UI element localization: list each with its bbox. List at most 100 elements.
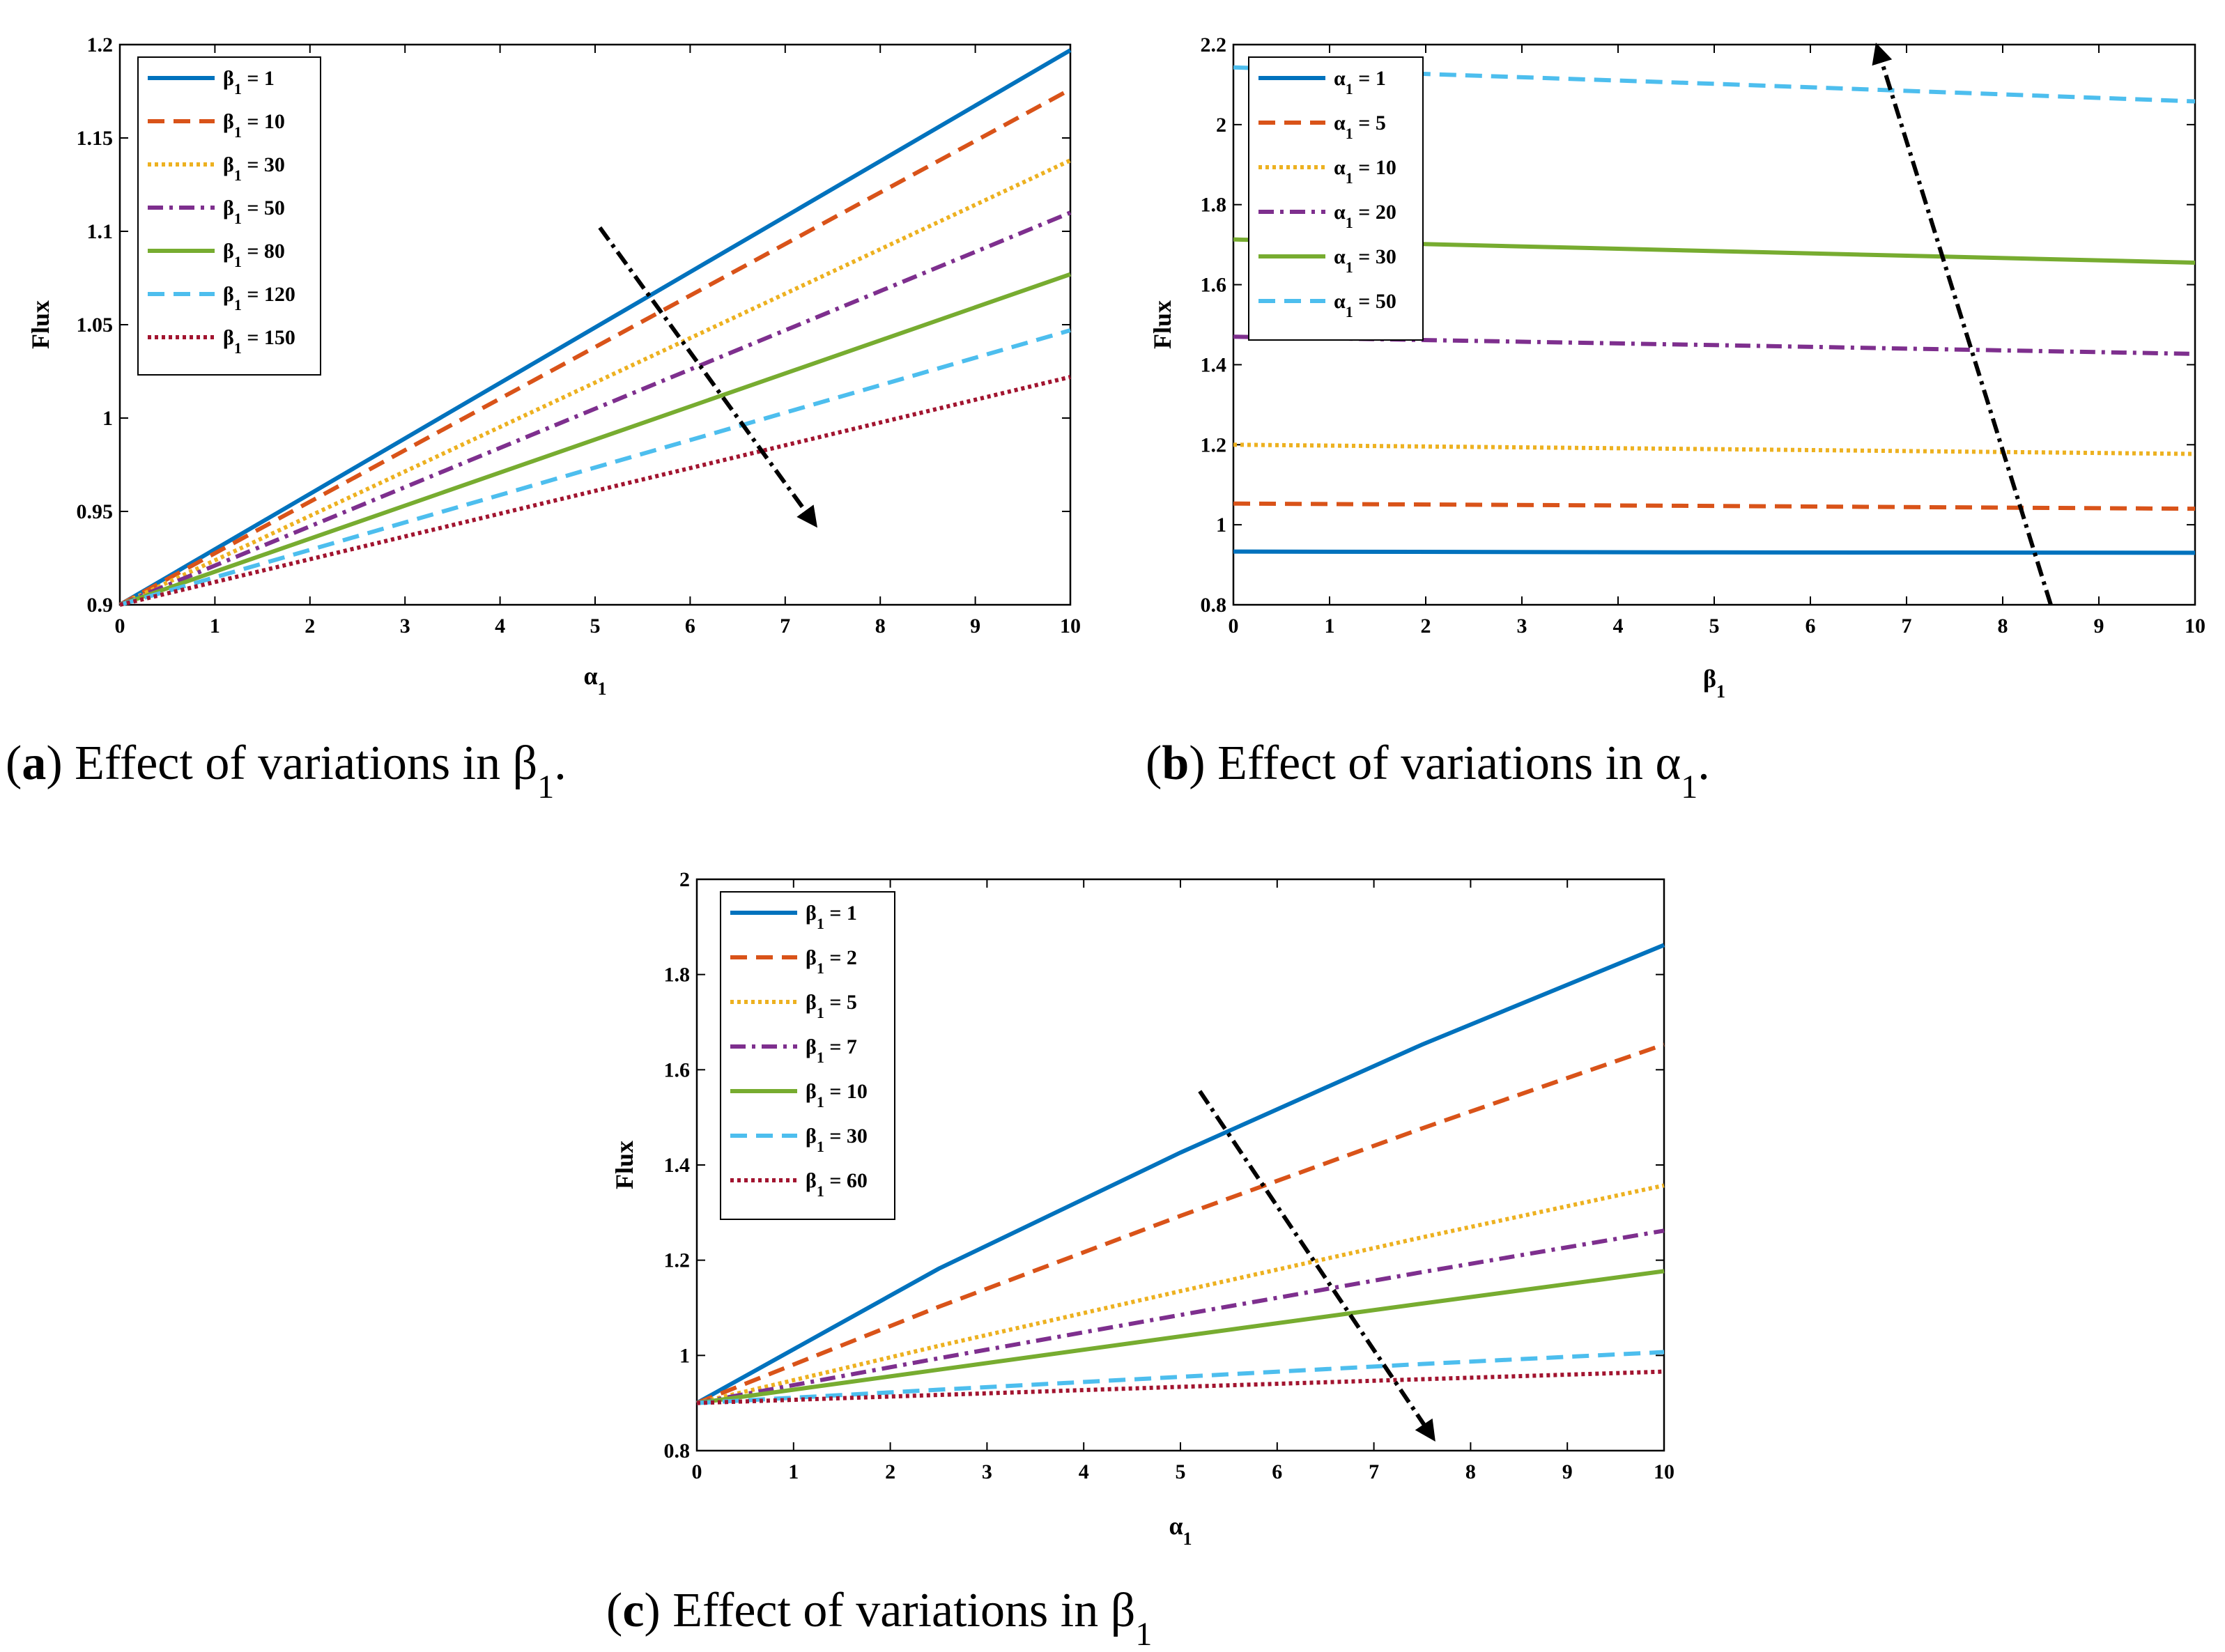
y-tick-label-c: 0.8 (664, 1439, 691, 1462)
x-axis-label-c: α1 (1169, 1512, 1192, 1549)
y-tick-label-c: 1.4 (664, 1154, 691, 1177)
x-tick-label-b: 9 (2094, 615, 2104, 638)
legend-label-b-1: α1 = 1 (1334, 67, 1386, 98)
series-line-a-4 (118, 210, 1072, 607)
series-line-b-2 (1233, 501, 2196, 511)
legend-label-a-2: β1 = 10 (223, 110, 285, 141)
y-axis-label-b: Flux (1148, 300, 1176, 349)
x-tick-label-b: 4 (1613, 615, 1624, 638)
x-axis-label-b: β1 (1703, 665, 1725, 702)
legend-label-b-6: α1 = 50 (1334, 290, 1396, 321)
legend-label-a-1: β1 = 1 (223, 67, 275, 98)
x-axis-label-a: α1 (583, 662, 606, 699)
legend-label-a-6: β1 = 120 (223, 283, 295, 314)
y-tick-label-c: 2 (679, 868, 690, 891)
series-line-a-5 (119, 272, 1071, 607)
y-tick-label-a: 1 (102, 407, 113, 430)
legend-label-a-5: β1 = 80 (223, 240, 285, 270)
series-line-c-4 (696, 1228, 1665, 1405)
x-tick-label-c: 6 (1272, 1460, 1282, 1483)
x-tick-label-a: 6 (685, 615, 695, 638)
y-tick-label-b: 2.2 (1201, 33, 1227, 56)
x-tick-label-c: 10 (1654, 1460, 1674, 1483)
x-tick-label-a: 1 (210, 615, 220, 638)
x-tick-label-b: 6 (1806, 615, 1816, 638)
y-tick-label-b: 1.6 (1201, 274, 1227, 297)
x-tick-label-c: 5 (1176, 1460, 1186, 1483)
caption-b: (b) Effect of variations in α1. (1146, 736, 1710, 805)
legend-label-c-3: β1 = 5 (806, 991, 857, 1021)
legend-label-c-1: β1 = 1 (806, 902, 857, 932)
x-tick-label-a: 7 (780, 615, 790, 638)
legend-box-a (137, 56, 321, 376)
x-tick-label-a: 8 (875, 615, 886, 638)
legend-label-c-6: β1 = 30 (806, 1125, 868, 1155)
legend-a: β1 = 1 β1 = 10 β1 = 30 β1 = 50 β1 = 80 β1 = 1… (137, 56, 321, 376)
series-line-c-2 (695, 1042, 1665, 1405)
x-tick-label-c: 2 (885, 1460, 895, 1483)
caption-c: (c) Effect of variations in β1 (606, 1584, 1152, 1652)
caption-a: (a) Effect of variations in β1. (6, 736, 567, 805)
x-tick-label-b: 5 (1709, 615, 1720, 638)
x-tick-label-b: 7 (1902, 615, 1912, 638)
x-tick-label-c: 8 (1465, 1460, 1476, 1483)
y-tick-label-b: 1.4 (1201, 353, 1227, 376)
legend-c: β1 = 1 β1 = 2 β1 = 5 β1 = 7 β1 = 10 β1 = 30 β1… (720, 891, 895, 1220)
x-tick-label-a: 0 (115, 615, 125, 638)
legend-box-b (1248, 56, 1424, 341)
y-tick-label-b: 2 (1216, 114, 1226, 137)
y-tick-label-a: 1.2 (87, 33, 114, 56)
x-tick-label-c: 0 (692, 1460, 702, 1483)
legend-label-b-5: α1 = 30 (1334, 245, 1396, 276)
series-line-a-7 (119, 375, 1071, 607)
x-tick-label-b: 2 (1421, 615, 1431, 638)
panel-a: 0 1 2 3 4 5 6 7 8 9 10 0.9 0.95 1 1.05 1.1 1.15 1.2 β1 = … (6, 33, 1081, 805)
legend-label-b-2: α1 = 5 (1334, 111, 1386, 142)
legend-label-c-7: β1 = 60 (806, 1169, 868, 1200)
x-tick-label-b: 8 (1998, 615, 2008, 638)
x-tick-label-c: 7 (1369, 1460, 1379, 1483)
legend-label-c-2: β1 = 2 (806, 946, 857, 977)
x-tick-label-b: 0 (1229, 615, 1239, 638)
y-tick-label-c: 1 (679, 1344, 690, 1367)
series-line-c-5 (696, 1269, 1665, 1405)
legend-label-a-3: β1 = 30 (223, 153, 285, 184)
panel-b: 0 1 2 3 4 5 6 7 8 9 100.811.21.41.61.822.2 α1 = 1α… (1146, 33, 2205, 805)
y-tick-label-c: 1.2 (664, 1249, 691, 1272)
x-tick-label-a: 3 (400, 615, 410, 638)
y-tick-label-a: 1.05 (77, 314, 114, 337)
trend-arrow-a (598, 226, 818, 528)
x-tick-label-a: 2 (305, 615, 315, 638)
series-line-b-3 (1233, 442, 2196, 456)
x-tick-label-c: 4 (1079, 1460, 1089, 1483)
y-tick-label-a: 1.1 (87, 220, 114, 243)
y-tick-label-c: 1.8 (664, 964, 691, 987)
x-tick-label-c: 3 (982, 1460, 992, 1483)
series-line-c-3 (696, 1183, 1665, 1405)
x-tick-label-b: 1 (1325, 615, 1335, 638)
legend-box-c (720, 891, 895, 1220)
x-tick-label-c: 9 (1562, 1460, 1573, 1483)
y-tick-label-a: 1.15 (77, 127, 114, 150)
series-line-b-1 (1233, 549, 2196, 555)
y-tick-label-b: 1 (1216, 514, 1226, 536)
legend-b: α1 = 1 α1 = 5 α1 = 10 α1 = 20 α1 = 30 α1 = 50 (1248, 56, 1424, 341)
legend-label-b-3: α1 = 10 (1334, 156, 1396, 187)
y-tick-label-b: 1.8 (1201, 194, 1227, 217)
x-tick-label-b: 10 (2185, 615, 2205, 638)
y-tick-label-a: 0.95 (77, 500, 114, 523)
legend-label-c-4: β1 = 7 (806, 1035, 857, 1066)
series-line-a-1 (118, 48, 1072, 607)
legend-label-a-4: β1 = 50 (223, 196, 285, 227)
x-tick-label-a: 4 (495, 615, 505, 638)
x-tick-label-a: 9 (970, 615, 980, 638)
y-axis-label-a: Flux (26, 300, 54, 349)
y-tick-label-a: 0.9 (87, 594, 114, 617)
x-tick-label-a: 10 (1060, 615, 1081, 638)
x-tick-label-c: 1 (788, 1460, 799, 1483)
y-axis-label-c: Flux (610, 1141, 638, 1189)
legend-label-b-4: α1 = 20 (1334, 201, 1396, 231)
panel-c: 0 1 2 3 4 5 6 7 8 9 100.811.21.41.61.82 β1 = 1β1 =… (606, 868, 1674, 1652)
legend-label-c-5: β1 = 10 (806, 1080, 868, 1111)
